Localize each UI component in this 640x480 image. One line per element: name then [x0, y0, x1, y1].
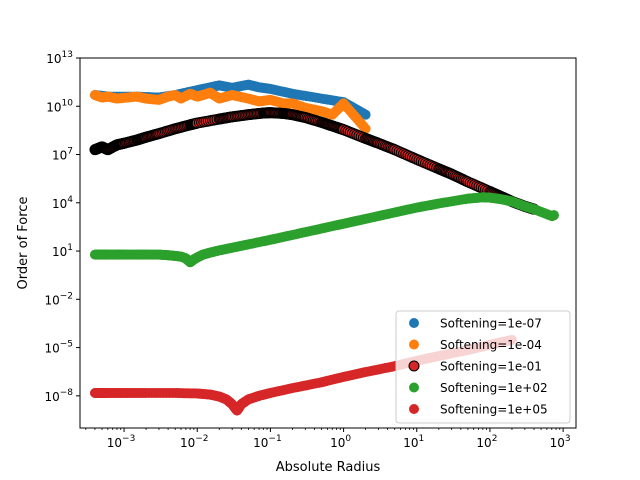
legend-label: Softening=1e+02: [440, 381, 548, 395]
y-axis-label: Order of Force: [16, 197, 31, 290]
legend-marker: [409, 404, 419, 414]
x-axis-label: Absolute Radius: [276, 460, 381, 475]
legend-marker: [409, 382, 419, 393]
data-point: [360, 109, 371, 120]
data-point: [360, 123, 371, 134]
data-marks: [89, 79, 559, 416]
legend-box: [395, 310, 571, 424]
series-2: [89, 87, 371, 134]
legend-marker: [408, 360, 420, 372]
legend-marker: [409, 339, 419, 350]
legend-label: Softening=1e-04: [440, 338, 542, 352]
data-point: [548, 210, 559, 221]
legend: Softening=1e-07 Softening=1e-04 Softening=…: [395, 310, 571, 424]
plot-frame: [79, 57, 577, 429]
legend-label: Softening=1e-01: [440, 360, 542, 374]
series-4: [89, 192, 559, 268]
legend-marker: [409, 318, 419, 328]
legend-label: Softening=1e+05: [440, 403, 548, 417]
legend-label: Softening=1e-07: [440, 317, 542, 331]
